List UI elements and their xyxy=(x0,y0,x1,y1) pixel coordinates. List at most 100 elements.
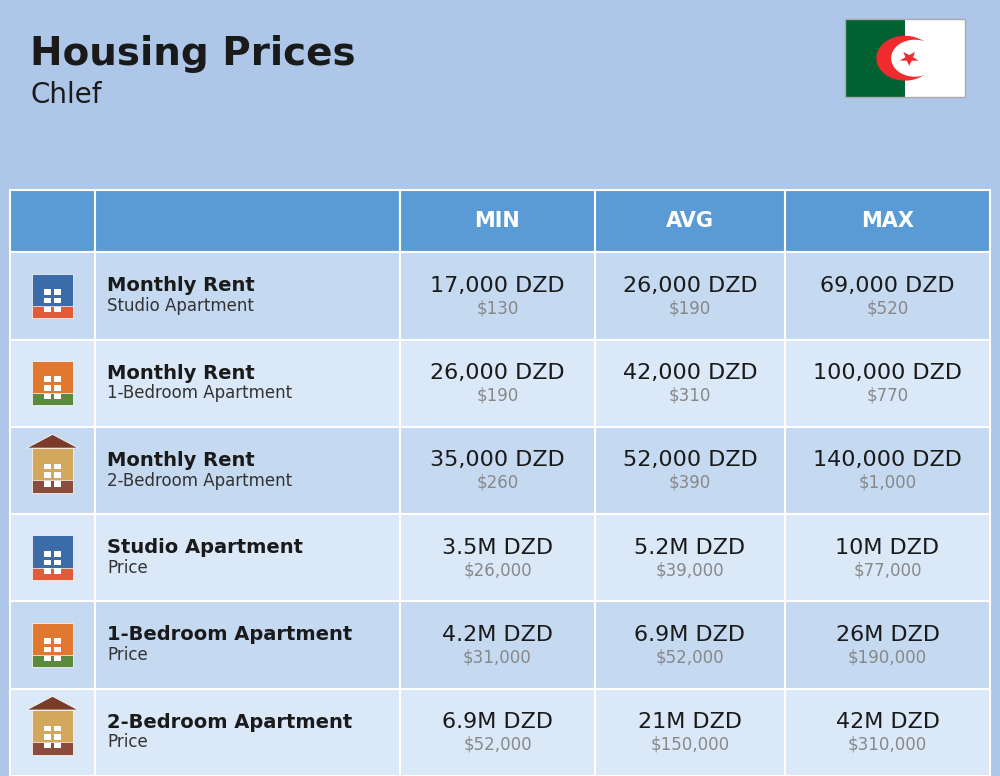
FancyBboxPatch shape xyxy=(54,481,61,487)
Text: $520: $520 xyxy=(866,300,909,317)
Text: Monthly Rent: Monthly Rent xyxy=(107,451,255,469)
FancyBboxPatch shape xyxy=(54,385,61,390)
Bar xyxy=(595,427,785,514)
Bar xyxy=(95,340,400,427)
Text: 21M DZD: 21M DZD xyxy=(638,712,742,733)
Polygon shape xyxy=(27,696,78,710)
Text: $77,000: $77,000 xyxy=(853,561,922,579)
FancyBboxPatch shape xyxy=(845,19,905,97)
FancyBboxPatch shape xyxy=(32,273,73,318)
Text: $52,000: $52,000 xyxy=(656,649,724,667)
FancyBboxPatch shape xyxy=(44,647,51,653)
FancyBboxPatch shape xyxy=(54,464,61,469)
Text: 2-Bedroom Apartment: 2-Bedroom Apartment xyxy=(107,713,352,732)
Text: 100,000 DZD: 100,000 DZD xyxy=(813,363,962,383)
Bar xyxy=(400,689,595,776)
Bar xyxy=(785,601,990,689)
FancyBboxPatch shape xyxy=(54,734,61,740)
Bar xyxy=(785,689,990,776)
Bar xyxy=(10,514,95,601)
FancyBboxPatch shape xyxy=(44,473,51,478)
Bar xyxy=(400,601,595,689)
FancyBboxPatch shape xyxy=(32,393,73,406)
FancyBboxPatch shape xyxy=(32,448,73,493)
Text: $310,000: $310,000 xyxy=(848,736,927,753)
FancyBboxPatch shape xyxy=(44,551,51,556)
Bar xyxy=(785,190,990,252)
Text: $130: $130 xyxy=(476,300,519,317)
Bar xyxy=(785,340,990,427)
Circle shape xyxy=(892,40,938,76)
FancyBboxPatch shape xyxy=(54,559,61,565)
Text: Monthly Rent: Monthly Rent xyxy=(107,276,255,295)
Bar xyxy=(595,190,785,252)
Bar xyxy=(400,427,595,514)
FancyBboxPatch shape xyxy=(44,394,51,400)
FancyBboxPatch shape xyxy=(54,743,61,749)
Text: 4.2M DZD: 4.2M DZD xyxy=(442,625,553,645)
Bar xyxy=(595,252,785,340)
Circle shape xyxy=(877,36,933,80)
Text: 26,000 DZD: 26,000 DZD xyxy=(623,275,757,296)
FancyBboxPatch shape xyxy=(54,289,61,295)
Text: 5.2M DZD: 5.2M DZD xyxy=(634,538,746,558)
FancyBboxPatch shape xyxy=(905,19,965,97)
Bar xyxy=(95,252,400,340)
FancyBboxPatch shape xyxy=(44,481,51,487)
Text: 2-Bedroom Apartment: 2-Bedroom Apartment xyxy=(107,472,292,490)
FancyBboxPatch shape xyxy=(32,361,73,406)
Text: AVG: AVG xyxy=(666,211,714,231)
FancyBboxPatch shape xyxy=(32,535,73,580)
Text: Price: Price xyxy=(107,733,148,751)
FancyBboxPatch shape xyxy=(44,639,51,644)
Bar xyxy=(595,689,785,776)
Bar xyxy=(400,190,595,252)
Text: $190: $190 xyxy=(476,386,519,404)
FancyBboxPatch shape xyxy=(44,464,51,469)
Text: $310: $310 xyxy=(669,386,711,404)
Text: MIN: MIN xyxy=(475,211,520,231)
Bar xyxy=(10,427,95,514)
Polygon shape xyxy=(27,435,78,448)
FancyBboxPatch shape xyxy=(54,551,61,556)
FancyBboxPatch shape xyxy=(54,569,61,574)
Bar xyxy=(785,252,990,340)
FancyBboxPatch shape xyxy=(32,655,73,667)
Bar xyxy=(595,340,785,427)
FancyBboxPatch shape xyxy=(32,742,73,755)
FancyBboxPatch shape xyxy=(44,559,51,565)
FancyBboxPatch shape xyxy=(54,298,61,303)
FancyBboxPatch shape xyxy=(32,567,73,580)
Text: $31,000: $31,000 xyxy=(463,649,532,667)
Bar xyxy=(785,514,990,601)
Bar xyxy=(400,514,595,601)
Text: $150,000: $150,000 xyxy=(650,736,730,753)
Text: 69,000 DZD: 69,000 DZD xyxy=(820,275,955,296)
Bar xyxy=(10,252,95,340)
Bar xyxy=(10,190,95,252)
Bar xyxy=(10,340,95,427)
FancyBboxPatch shape xyxy=(54,639,61,644)
Text: 10M DZD: 10M DZD xyxy=(835,538,940,558)
FancyBboxPatch shape xyxy=(44,385,51,390)
Bar xyxy=(400,340,595,427)
FancyBboxPatch shape xyxy=(54,394,61,400)
FancyBboxPatch shape xyxy=(54,647,61,653)
Text: $770: $770 xyxy=(866,386,909,404)
Bar xyxy=(95,601,400,689)
Text: $190,000: $190,000 xyxy=(848,649,927,667)
Bar xyxy=(95,514,400,601)
Bar xyxy=(10,601,95,689)
Text: 1-Bedroom Apartment: 1-Bedroom Apartment xyxy=(107,384,292,402)
Text: $190: $190 xyxy=(669,300,711,317)
FancyBboxPatch shape xyxy=(54,726,61,731)
Text: 6.9M DZD: 6.9M DZD xyxy=(442,712,553,733)
FancyBboxPatch shape xyxy=(44,743,51,749)
FancyBboxPatch shape xyxy=(44,376,51,382)
Text: 35,000 DZD: 35,000 DZD xyxy=(430,450,565,470)
FancyBboxPatch shape xyxy=(44,656,51,661)
Text: 26,000 DZD: 26,000 DZD xyxy=(430,363,565,383)
Text: 42M DZD: 42M DZD xyxy=(836,712,940,733)
Text: 17,000 DZD: 17,000 DZD xyxy=(430,275,565,296)
Text: $26,000: $26,000 xyxy=(463,561,532,579)
